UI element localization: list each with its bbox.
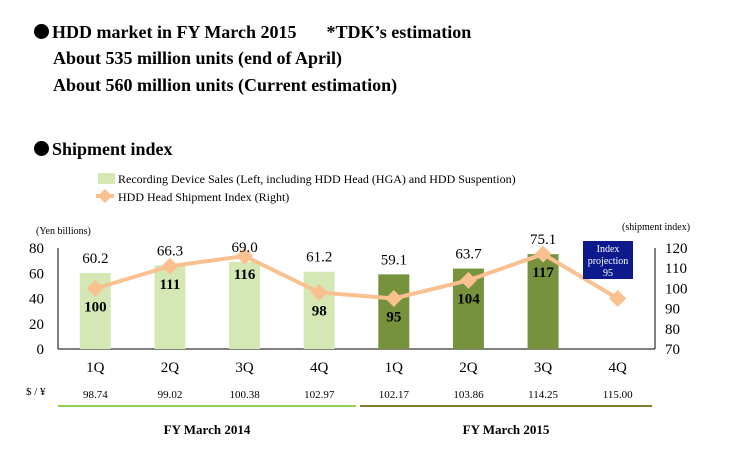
category-label: 1Q (86, 360, 105, 376)
legend-line-marker (97, 188, 113, 204)
estimate-line-2: About 560 million units (Current estimat… (53, 75, 398, 95)
bar-7 (527, 254, 559, 349)
bullet-icon (34, 141, 49, 156)
section-title-line: Shipment index (34, 139, 173, 160)
left-tick-label: 40 (29, 292, 44, 308)
category-label: 4Q (609, 360, 628, 376)
index-marker-6 (459, 271, 477, 289)
index-value-label: 95 (386, 310, 401, 326)
left-tick-label: 60 (29, 266, 44, 282)
legend: Recording Device Sales (Left, including … (96, 172, 516, 204)
market-note: *TDK’s estimation (326, 22, 472, 42)
estimate-line-1: About 535 million units (end of April) (53, 48, 343, 68)
index-value-label: 117 (532, 265, 554, 281)
legend-line-label: HDD Head Shipment Index (Right) (118, 190, 289, 204)
index-value-labels: 100 111 116 98 95 104 117 (84, 265, 554, 325)
category-label: 2Q (161, 360, 180, 376)
annotation-line-2: projection (588, 256, 629, 267)
right-tick-label: 120 (665, 241, 688, 257)
period-label-fy2015: FY March 2015 (463, 422, 550, 437)
annotation-line-3: 95 (603, 268, 613, 279)
bar-value-label: 61.2 (306, 250, 332, 266)
legend-bar-label: Recording Device Sales (Left, including … (118, 172, 516, 186)
legend-bar-swatch (98, 173, 115, 184)
category-labels: 1Q 2Q 3Q 4Q 1Q 2Q 3Q 4Q (86, 360, 627, 376)
fx-value: 102.17 (379, 389, 410, 401)
left-tick-label: 20 (29, 317, 44, 333)
bar-value-label: 63.7 (455, 247, 482, 263)
fx-values: 98.74 99.02 100.38 102.97 102.17 103.86 114.25… (83, 389, 633, 401)
index-projection-annotation: Index projection 95 (583, 241, 633, 279)
fx-value: 98.74 (83, 389, 108, 401)
bar-3 (229, 261, 261, 349)
fx-label: $ / ¥ (26, 386, 46, 398)
left-tick-label: 0 (37, 342, 45, 358)
index-marker-3 (236, 247, 254, 265)
bar-series (79, 254, 559, 349)
index-marker-2 (161, 257, 179, 275)
category-label: 1Q (385, 360, 404, 376)
index-marker-4 (310, 283, 328, 301)
fx-value: 115.00 (603, 389, 633, 401)
period-label-fy2014: FY March 2014 (164, 422, 251, 437)
fx-value: 100.38 (229, 389, 260, 401)
line-series (86, 245, 627, 307)
category-label: 4Q (310, 360, 329, 376)
right-tick-label: 70 (665, 342, 680, 358)
index-line (94, 251, 619, 301)
left-axis-ticks: 0 20 40 60 80 (29, 241, 44, 358)
index-marker-5 (385, 290, 403, 307)
index-marker-7 (534, 245, 552, 263)
right-tick-label: 110 (665, 261, 687, 277)
index-value-label: 111 (160, 277, 181, 293)
index-value-label: 116 (234, 267, 256, 283)
left-tick-label: 80 (29, 241, 44, 257)
bar-value-label: 75.1 (530, 232, 556, 248)
fx-value: 99.02 (158, 389, 183, 401)
annotation-box (583, 241, 633, 279)
bar-value-label: 59.1 (381, 252, 407, 268)
right-tick-label: 80 (665, 322, 680, 338)
category-label: 3Q (534, 360, 553, 376)
fx-value: 114.25 (528, 389, 558, 401)
index-value-label: 98 (312, 303, 327, 319)
bar-value-labels: 60.2 66.3 69.0 61.2 59.1 63.7 75.1 (82, 232, 556, 268)
bullet-icon (34, 24, 49, 39)
index-marker-1 (86, 279, 104, 297)
category-label: 2Q (459, 360, 478, 376)
left-axis-title: (Yen billions) (36, 226, 91, 237)
category-label: 3Q (235, 360, 254, 376)
fx-value: 103.86 (453, 389, 484, 401)
index-value-label: 104 (457, 291, 480, 307)
market-title: HDD market in FY March 2015 (52, 22, 297, 42)
index-value-label: 100 (84, 299, 107, 315)
right-tick-label: 100 (665, 281, 688, 297)
index-marker-8 (609, 290, 627, 307)
section-title: Shipment index (52, 139, 173, 159)
bar-value-label: 66.3 (157, 243, 183, 259)
bar-2 (154, 265, 186, 349)
annotation-line-1: Index (597, 244, 620, 255)
bar-5 (378, 274, 410, 349)
right-axis-title: (shipment index) (622, 222, 690, 233)
right-tick-label: 90 (665, 302, 680, 318)
right-axis-ticks: 70 80 90 100 110 120 (665, 241, 688, 358)
market-title-line: HDD market in FY March 2015 *TDK’s estima… (34, 22, 471, 43)
fx-value: 102.97 (304, 389, 335, 401)
bar-value-label: 60.2 (82, 251, 108, 267)
bar-value-label: 69.0 (231, 240, 257, 256)
